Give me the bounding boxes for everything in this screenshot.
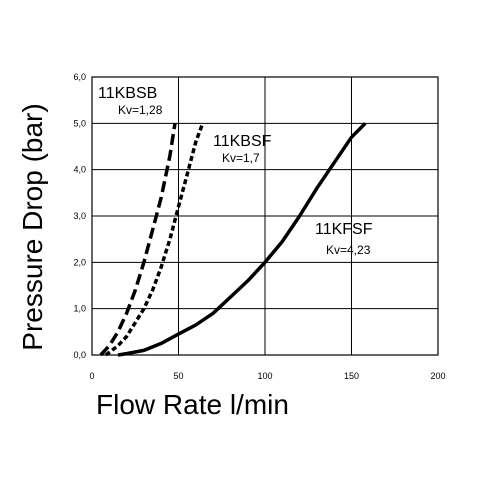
x-tick-label: 50 [173, 371, 183, 381]
series-line-11kbsb [99, 123, 177, 357]
series-label-11kbsb: 11KBSB [98, 85, 157, 102]
x-tick-label: 200 [430, 371, 445, 381]
series-kv-11kbsf: Kv=1,7 [222, 151, 260, 165]
series-group [99, 122, 367, 357]
plot-border [91, 76, 439, 356]
x-tick-labels: 0 50 100 150 200 [89, 371, 445, 381]
y-tick-labels: 0,0 1,0 2,0 3,0 4,0 5,0 6,0 [73, 72, 86, 360]
y-tick-label: 4,0 [73, 165, 86, 175]
series-label-11kbsf: 11KBSF [213, 133, 272, 150]
x-axis-title: Flow Rate l/min [96, 389, 289, 420]
series-label-11kfsf: 11KFSF [315, 221, 373, 238]
y-tick-label: 6,0 [73, 72, 86, 82]
y-tick-label: 2,0 [73, 257, 86, 267]
y-tick-label: 0,0 [73, 350, 86, 360]
plot-frame [91, 76, 439, 356]
x-tick-label: 0 [89, 371, 94, 381]
series-kv-11kbsb: Kv=1,28 [118, 103, 163, 117]
series-kv-11kfsf: Kv=4,23 [326, 243, 371, 257]
y-tick-label: 1,0 [73, 304, 86, 314]
grid-lines [91, 76, 439, 356]
y-tick-label: 3,0 [73, 211, 86, 221]
y-tick-label: 5,0 [73, 118, 86, 128]
series-line-11kfsf [117, 122, 367, 357]
series-line-11kbsf [104, 122, 205, 357]
x-tick-label: 150 [344, 371, 359, 381]
x-tick-label: 100 [257, 371, 272, 381]
y-axis-title: Pressure Drop (bar) [17, 103, 48, 350]
